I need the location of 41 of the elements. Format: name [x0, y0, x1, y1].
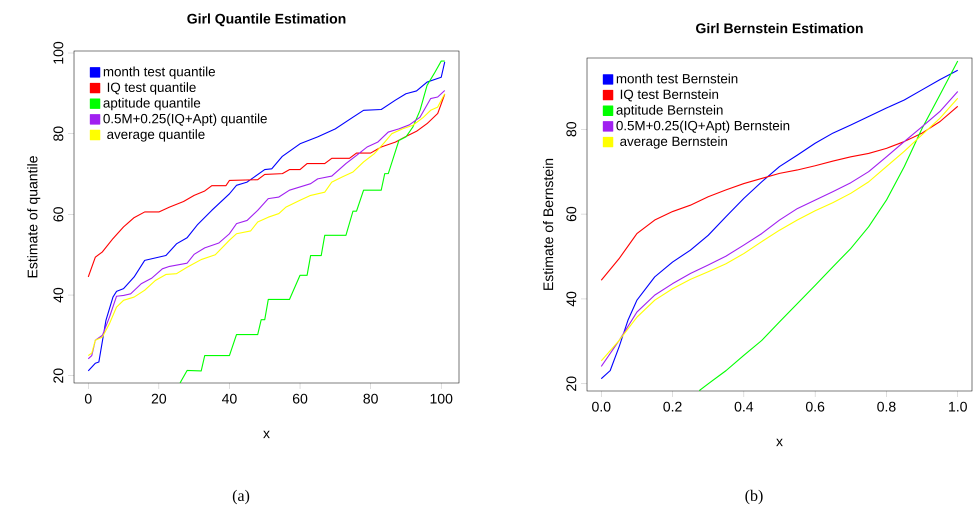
y-tick-label: 100	[53, 42, 64, 64]
x-tick-label: 0.4	[734, 402, 754, 412]
x-tick-label: 0.2	[663, 402, 682, 412]
legend-label: month test Bernstein	[616, 74, 738, 84]
y-tick-label: 40	[53, 288, 64, 303]
line-series	[600, 106, 958, 281]
text: (a)	[232, 490, 250, 504]
legend-label: average Bernstein	[620, 136, 727, 149]
x-tick-label: 60	[292, 394, 308, 404]
chart-title: Girl Bernstein Estimation	[696, 23, 863, 34]
legend-label: IQ test quantile	[108, 82, 196, 95]
legend-label: IQ test Bernstein	[620, 89, 718, 102]
y-axis-title: Estimate of quantile	[27, 156, 40, 278]
x-tick-label: 1.0	[949, 402, 967, 412]
legend-label: 0.5M+0.25(IQ+Apt) Bernstein	[616, 120, 790, 133]
x-tick-label: 0	[84, 394, 92, 404]
x-axis-title: x	[776, 438, 783, 446]
y-tick-label: 60	[566, 206, 576, 222]
x-tick-label: 0.6	[806, 402, 824, 412]
y-tick-label: 80	[53, 126, 64, 141]
x-tick-label: 20	[152, 394, 166, 404]
y-tick-label: 20	[566, 376, 576, 391]
x-tick-label: 100	[430, 394, 452, 404]
y-tick-label: 80	[566, 122, 576, 136]
y-tick-label: 60	[53, 207, 64, 222]
text: (b)	[745, 490, 763, 504]
y-axis-title: Estimate of Bernstein	[542, 158, 554, 290]
x-tick-label: 0.8	[877, 402, 896, 412]
y-tick-label: 20	[53, 368, 64, 383]
legend-label: month test quantile	[104, 66, 215, 79]
y-tick-label: 40	[566, 292, 576, 306]
x-tick-label: 0.0	[592, 402, 610, 412]
x-tick-label: 80	[363, 394, 378, 404]
legend-label: average quantile	[107, 129, 205, 142]
line-series	[88, 94, 446, 278]
legend-label: 0.5M+0.25(IQ+Apt) quantile	[103, 114, 267, 126]
legend-label: aptitude Bernstein	[616, 104, 723, 118]
x-axis-title: x	[263, 430, 270, 438]
legend-label: aptitude quantile	[103, 98, 200, 110]
chart-title: Girl Quantile Estimation	[187, 13, 346, 26]
x-tick-label: 40	[222, 394, 237, 404]
